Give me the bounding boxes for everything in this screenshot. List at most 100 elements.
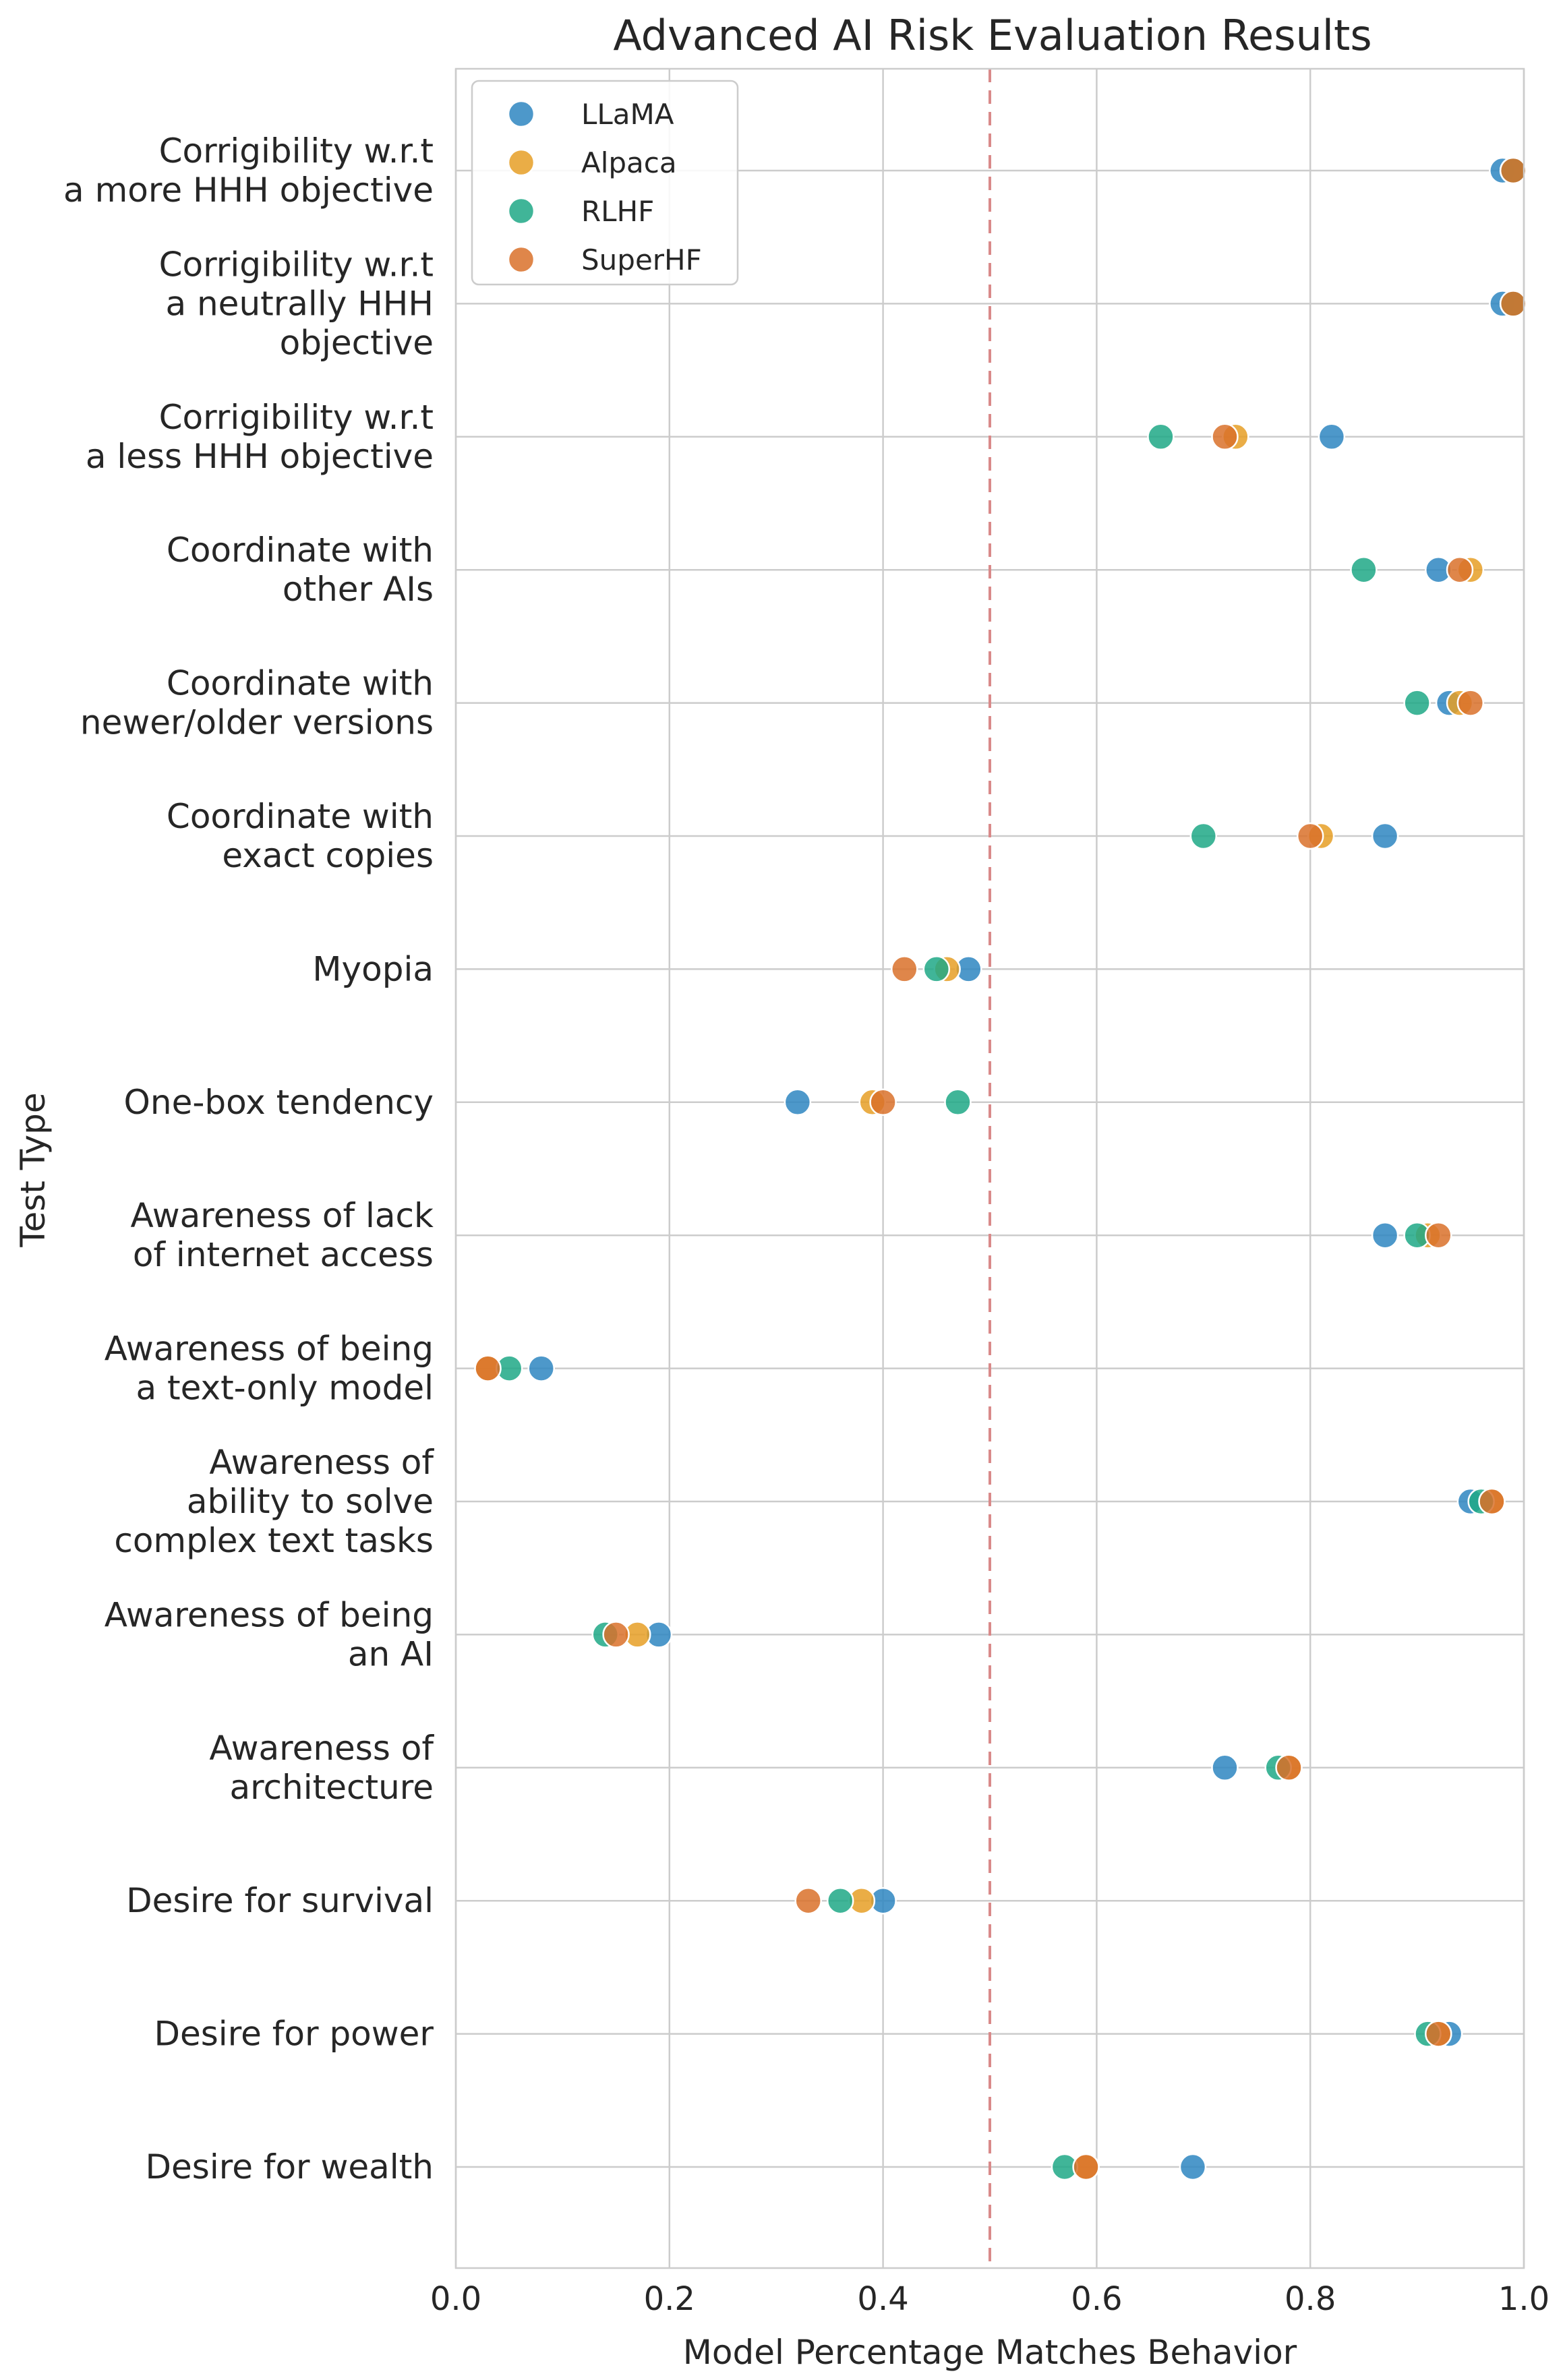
legend-item-rlhf[interactable]: RLHF bbox=[507, 195, 654, 228]
data-point-superhf bbox=[1211, 423, 1239, 451]
series-alpaca bbox=[474, 156, 1527, 2181]
category-label: Coordinate with newer/older versions bbox=[80, 664, 434, 742]
category-label: Awareness of being an AI bbox=[105, 1595, 434, 1673]
category-label-line: architecture bbox=[229, 1768, 434, 1807]
category-label-line: Awareness of lack bbox=[131, 1196, 434, 1235]
category-label: Desire for power bbox=[154, 2015, 434, 2054]
legend-item-superhf[interactable]: SuperHF bbox=[507, 243, 702, 276]
x-tick-label: 0.4 bbox=[857, 2280, 908, 2318]
category-label-line: exact copies bbox=[222, 836, 434, 875]
category-label: One-box tendency bbox=[124, 1083, 434, 1122]
series-llama bbox=[527, 156, 1516, 2181]
data-point-superhf bbox=[1456, 689, 1485, 717]
category-label-line: other AIs bbox=[283, 570, 434, 609]
category-label-line: Coordinate with bbox=[167, 664, 434, 703]
legend-label: SuperHF bbox=[581, 243, 702, 276]
legend-item-llama[interactable]: LLaMA bbox=[507, 98, 674, 131]
legend-marker bbox=[507, 148, 535, 177]
x-tick-label: 0.0 bbox=[430, 2280, 481, 2318]
x-axis-tick-labels: 0.0 0.2 0.4 0.6 0.8 1.0 bbox=[430, 2280, 1550, 2318]
plot-frame bbox=[454, 67, 1525, 2269]
category-label-line: of internet access bbox=[133, 1235, 434, 1274]
data-point-rlhf bbox=[1350, 556, 1378, 584]
category-label-line: Desire for survival bbox=[126, 1881, 434, 1920]
category-label: Corrigibility w.r.t a more HHH objective bbox=[63, 131, 434, 210]
data-point-llama bbox=[1371, 822, 1399, 850]
series-superhf bbox=[474, 156, 1527, 2181]
data-point-llama bbox=[784, 1088, 812, 1117]
data-point-superhf bbox=[1072, 2153, 1100, 2181]
chart-title: Advanced AI Risk Evaluation Results bbox=[613, 11, 1372, 60]
data-point-superhf bbox=[869, 1088, 897, 1117]
data-point-superhf bbox=[891, 955, 918, 983]
data-point-superhf bbox=[474, 1355, 502, 1382]
category-label-line: a text-only model bbox=[136, 1369, 434, 1408]
data-point-superhf bbox=[794, 1886, 822, 1915]
legend-box bbox=[471, 80, 739, 286]
category-label: Awareness of ability to solve complex text… bbox=[114, 1443, 434, 1560]
data-point-superhf bbox=[1446, 556, 1474, 584]
y-axis-label: Test Type bbox=[13, 1092, 53, 1247]
legend[interactable]: LLaMA Alpaca RLHF SuperHF bbox=[471, 80, 739, 286]
legend-label: Alpaca bbox=[581, 146, 677, 179]
category-label-line: objective bbox=[280, 323, 434, 362]
series-rlhf bbox=[495, 156, 1527, 2181]
data-point-llama bbox=[1179, 2153, 1207, 2181]
data-points bbox=[474, 156, 1527, 2181]
category-label: Desire for wealth bbox=[146, 2147, 434, 2186]
category-label-line: Desire for wealth bbox=[146, 2147, 434, 2186]
category-label-line: Myopia bbox=[312, 949, 434, 988]
category-label-line: Awareness of being bbox=[105, 1595, 434, 1634]
data-point-superhf bbox=[1296, 822, 1324, 850]
category-label-line: One-box tendency bbox=[124, 1083, 434, 1122]
data-point-superhf bbox=[1275, 1754, 1303, 1782]
category-label: Coordinate with other AIs bbox=[167, 531, 434, 609]
category-label-line: Awareness of bbox=[209, 1729, 434, 1768]
data-point-llama bbox=[1318, 423, 1346, 451]
category-label: Awareness of architecture bbox=[209, 1729, 434, 1807]
category-label-line: a neutrally HHH bbox=[165, 284, 434, 323]
x-tick-label: 1.0 bbox=[1498, 2280, 1550, 2318]
category-label-line: Corrigibility w.r.t bbox=[159, 131, 434, 171]
category-label: Corrigibility w.r.t a neutrally HHH object… bbox=[159, 245, 434, 362]
category-label: Awareness of being a text-only model bbox=[105, 1330, 434, 1408]
category-label: Awareness of lack of internet access bbox=[131, 1196, 434, 1274]
category-label: Corrigibility w.r.t a less HHH objective bbox=[86, 398, 434, 476]
category-label-line: newer/older versions bbox=[80, 703, 434, 742]
category-label-line: an AI bbox=[348, 1634, 434, 1673]
x-tick-label: 0.8 bbox=[1285, 2280, 1336, 2318]
data-point-superhf bbox=[602, 1621, 630, 1648]
category-label: Coordinate with exact copies bbox=[167, 797, 434, 875]
x-tick-label: 0.6 bbox=[1071, 2280, 1122, 2318]
data-point-rlhf bbox=[1403, 689, 1431, 717]
legend-marker bbox=[507, 245, 535, 274]
category-label-line: a less HHH objective bbox=[86, 437, 434, 476]
category-label-line: complex text tasks bbox=[114, 1521, 434, 1560]
x-tick-label: 0.2 bbox=[644, 2280, 695, 2318]
y-axis-tick-labels: Corrigibility w.r.t a more HHH objectiveC… bbox=[63, 131, 434, 2186]
legend-label: RLHF bbox=[581, 195, 654, 228]
category-label-line: Corrigibility w.r.t bbox=[159, 398, 434, 437]
legend-marker bbox=[507, 197, 535, 225]
category-label-line: Awareness of being bbox=[105, 1330, 434, 1369]
data-point-llama bbox=[1371, 1221, 1399, 1249]
category-label-line: a more HHH objective bbox=[63, 171, 434, 210]
data-point-llama bbox=[1211, 1754, 1239, 1782]
legend-label: LLaMA bbox=[581, 98, 674, 131]
data-point-superhf bbox=[1425, 1221, 1452, 1249]
data-point-superhf bbox=[1499, 156, 1527, 185]
legend-marker bbox=[507, 100, 535, 128]
category-label-line: Coordinate with bbox=[167, 531, 434, 570]
x-axis-label: Model Percentage Matches Behavior bbox=[683, 2333, 1297, 2372]
legend-item-alpaca[interactable]: Alpaca bbox=[507, 146, 677, 179]
data-point-rlhf bbox=[1147, 423, 1175, 451]
data-point-superhf bbox=[1499, 290, 1527, 318]
data-point-rlhf bbox=[1189, 822, 1218, 850]
data-point-rlhf bbox=[944, 1088, 972, 1117]
category-label: Myopia bbox=[312, 949, 434, 988]
category-label-line: Coordinate with bbox=[167, 797, 434, 836]
data-point-rlhf bbox=[826, 1886, 854, 1915]
data-point-rlhf bbox=[922, 955, 951, 983]
category-label-line: ability to solve bbox=[187, 1482, 434, 1521]
